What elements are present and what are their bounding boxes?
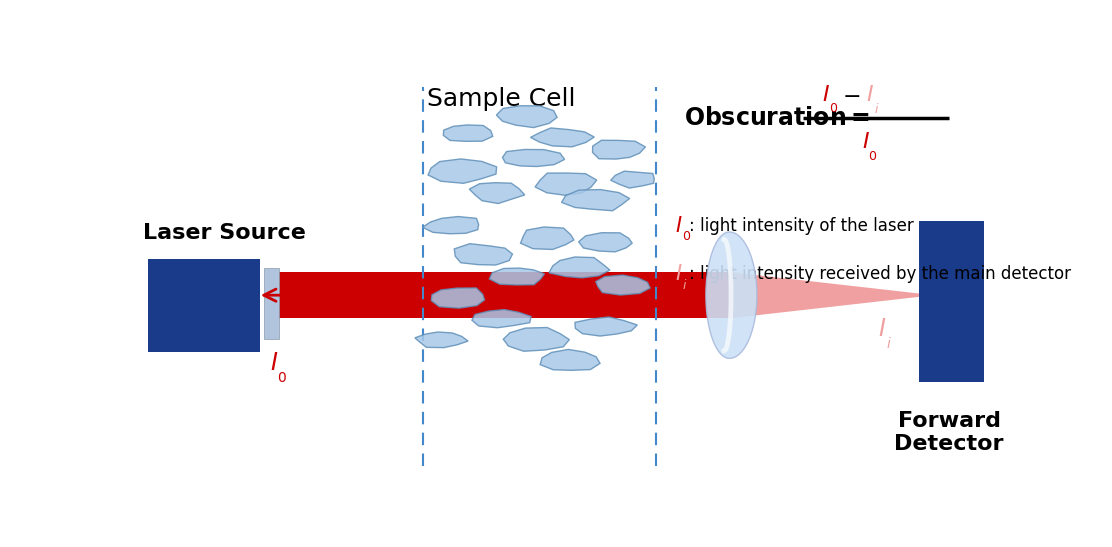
FancyBboxPatch shape — [919, 222, 984, 382]
Text: $-$: $-$ — [842, 85, 860, 105]
Polygon shape — [610, 171, 654, 188]
Polygon shape — [535, 173, 597, 195]
Polygon shape — [279, 272, 729, 318]
Text: Forward
Detector: Forward Detector — [894, 411, 1004, 454]
Text: $\mathit{I}$: $\mathit{I}$ — [675, 216, 683, 236]
Text: Laser Source: Laser Source — [143, 223, 306, 242]
Text: $\mathit{I}$: $\mathit{I}$ — [862, 132, 870, 152]
Text: $\mathit{I}$: $\mathit{I}$ — [822, 85, 830, 105]
Text: $\mathit{0}$: $\mathit{0}$ — [830, 102, 838, 115]
Text: $\mathit{i}$: $\mathit{i}$ — [886, 336, 892, 351]
Text: $\mathit{I}$: $\mathit{I}$ — [866, 85, 874, 105]
Text: : light intensity received by the main detector: : light intensity received by the main d… — [688, 265, 1071, 283]
Polygon shape — [471, 310, 532, 328]
Text: $\mathit{I}$: $\mathit{I}$ — [675, 264, 683, 284]
Polygon shape — [455, 244, 513, 265]
Polygon shape — [496, 106, 557, 127]
Polygon shape — [444, 125, 493, 141]
Text: $\mathit{i}$: $\mathit{i}$ — [682, 278, 687, 292]
Polygon shape — [489, 268, 545, 285]
Text: $\mathit{I}$: $\mathit{I}$ — [270, 351, 278, 375]
Polygon shape — [530, 128, 594, 147]
Polygon shape — [706, 232, 757, 358]
Polygon shape — [415, 332, 468, 347]
Text: $\mathit{I}$: $\mathit{I}$ — [877, 317, 886, 341]
Polygon shape — [469, 183, 525, 203]
Text: : light intensity of the laser: : light intensity of the laser — [688, 217, 914, 235]
Text: $\mathit{0}$: $\mathit{0}$ — [682, 230, 691, 243]
Text: $\bf{Obscuration}$$\mathbf{=}$: $\bf{Obscuration}$$\mathbf{=}$ — [684, 106, 870, 130]
Polygon shape — [578, 232, 633, 252]
Polygon shape — [596, 275, 651, 295]
Polygon shape — [504, 328, 569, 351]
FancyBboxPatch shape — [264, 268, 279, 339]
Text: $\mathit{0}$: $\mathit{0}$ — [277, 371, 287, 385]
Polygon shape — [593, 140, 645, 159]
Polygon shape — [549, 257, 610, 278]
Polygon shape — [428, 159, 497, 183]
Polygon shape — [423, 217, 478, 234]
Polygon shape — [431, 288, 485, 308]
Polygon shape — [729, 272, 919, 318]
Polygon shape — [562, 190, 629, 211]
Text: $\mathit{0}$: $\mathit{0}$ — [867, 150, 877, 163]
FancyBboxPatch shape — [148, 259, 260, 352]
Polygon shape — [540, 350, 600, 370]
Polygon shape — [503, 149, 565, 166]
Polygon shape — [575, 317, 637, 336]
Text: Sample Cell: Sample Cell — [427, 88, 575, 112]
Text: $\mathit{i}$: $\mathit{i}$ — [874, 102, 880, 115]
Polygon shape — [520, 227, 574, 249]
